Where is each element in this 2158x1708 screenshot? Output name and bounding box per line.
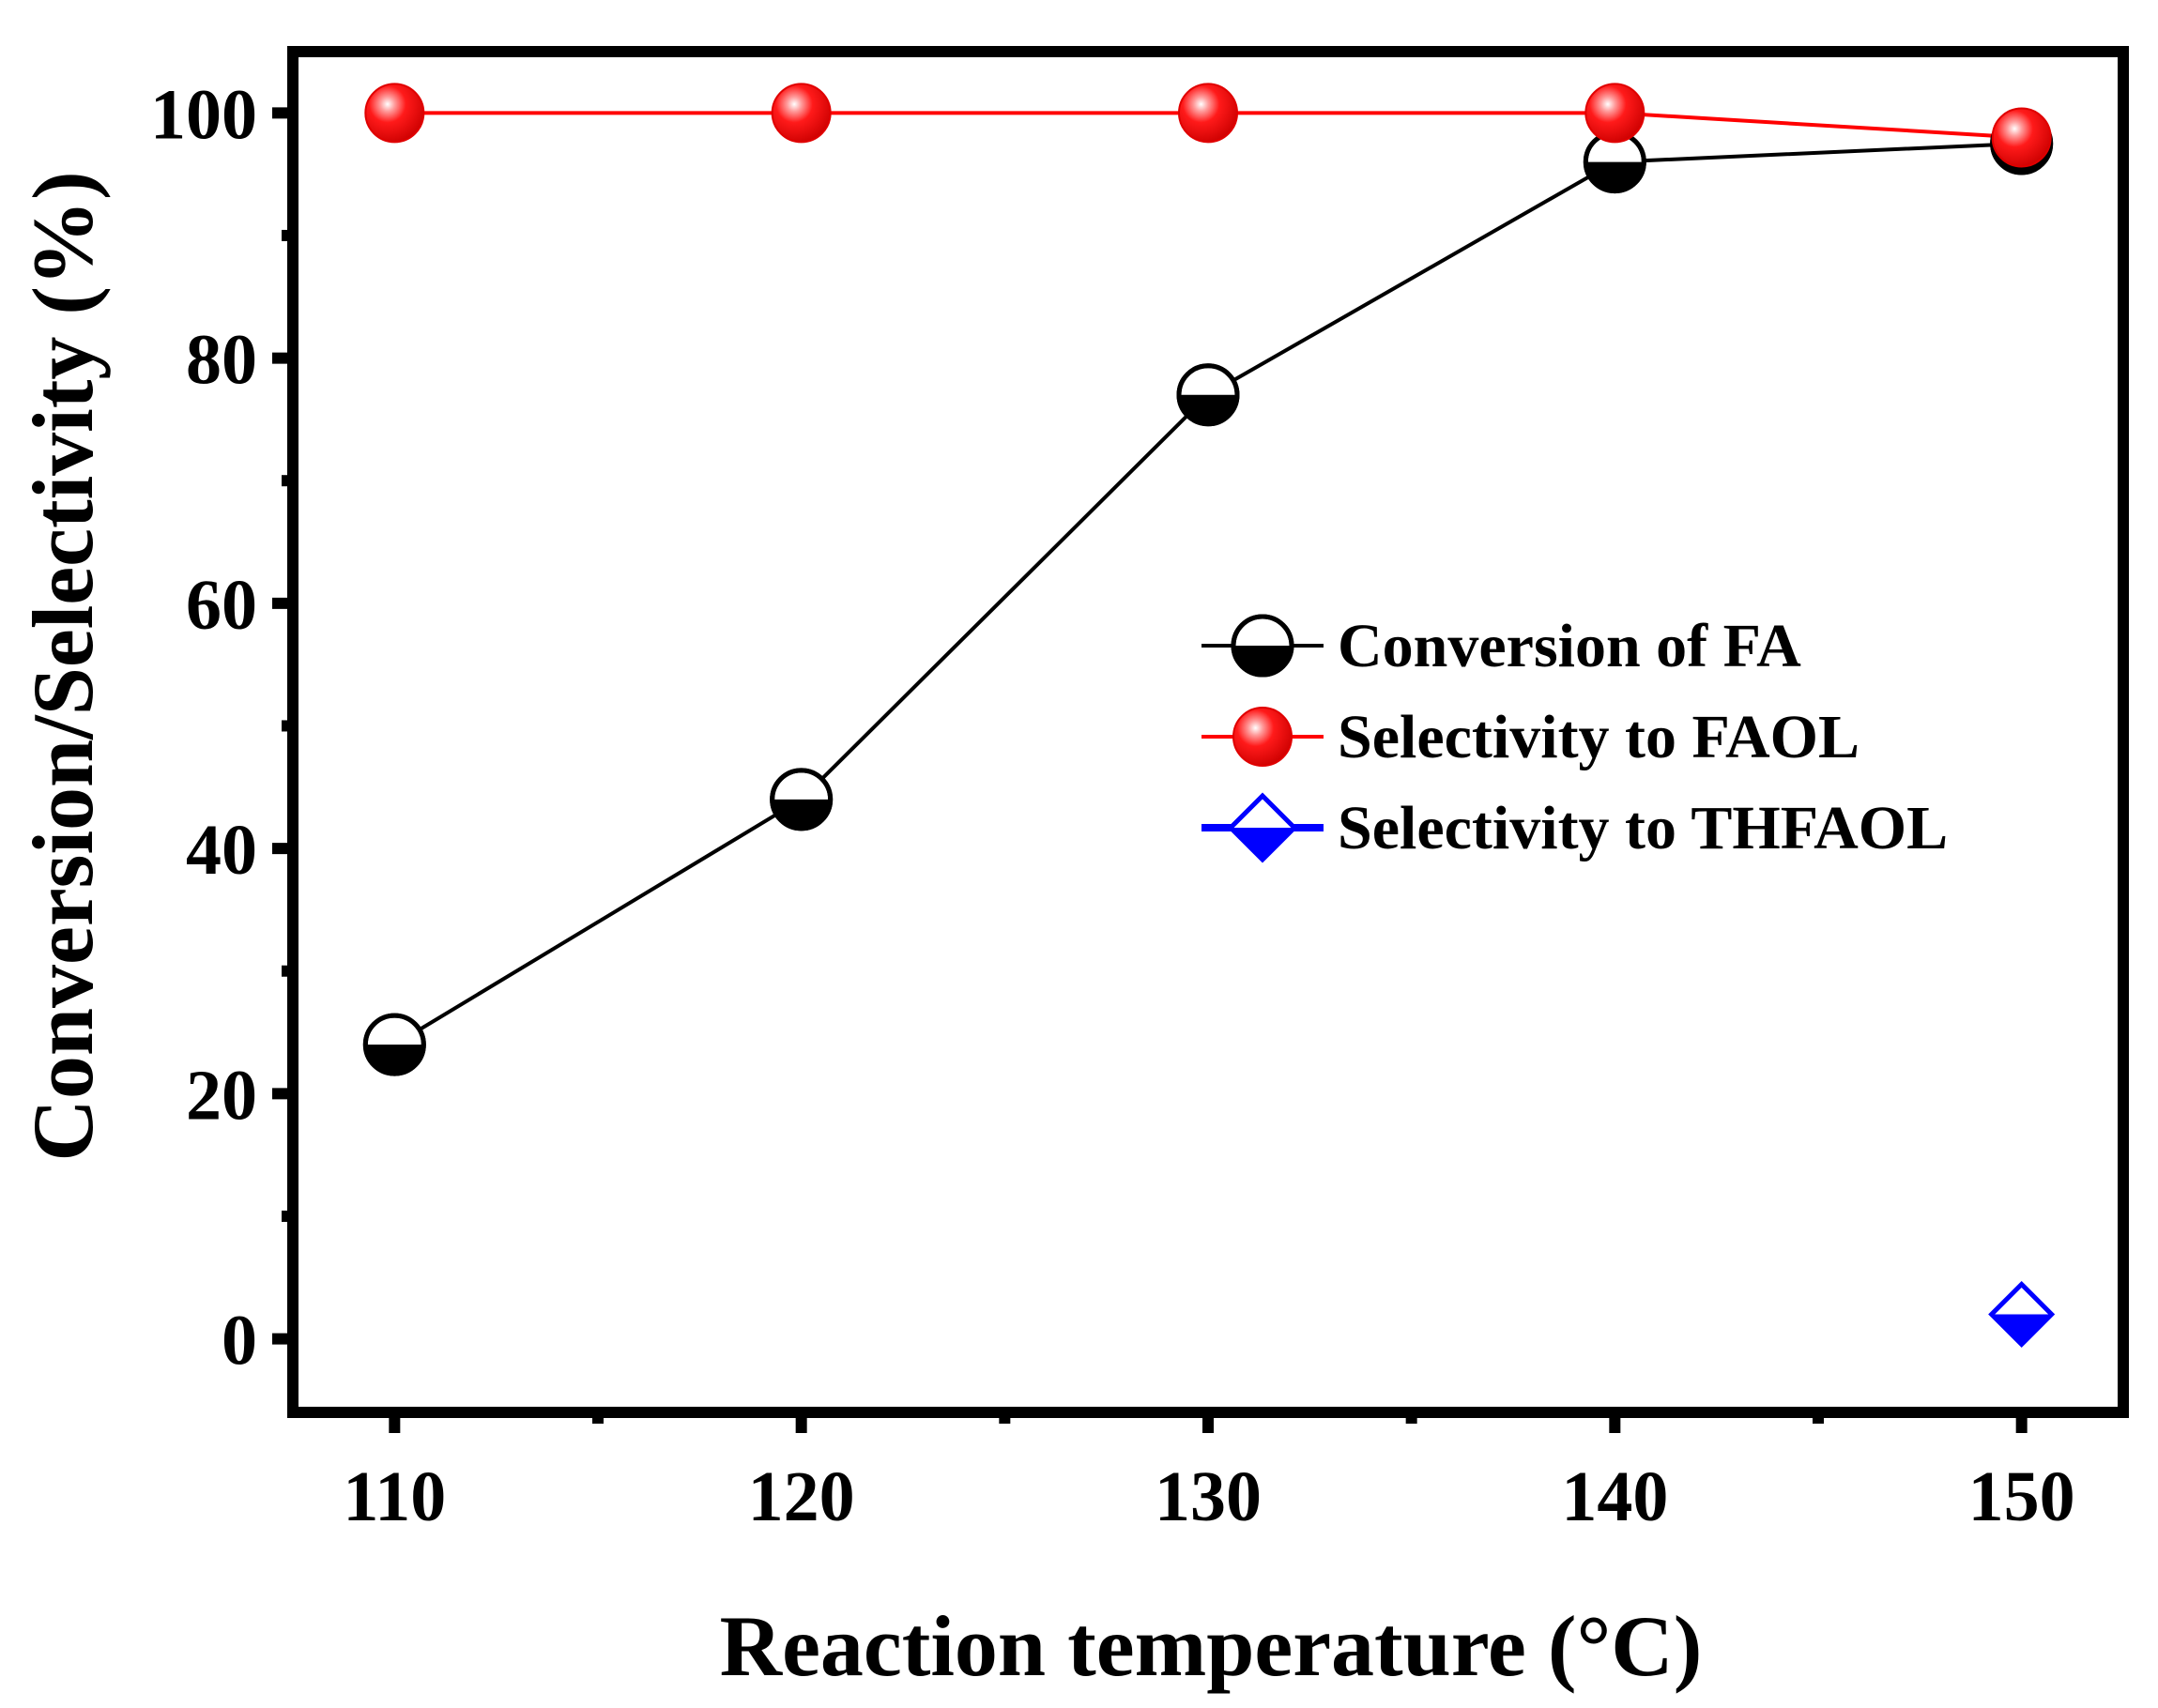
data-point-series-1 — [771, 83, 832, 144]
legend-marker-2 — [1227, 792, 1298, 863]
data-point-series-0 — [1176, 363, 1240, 427]
legend-label-selectivity-thfaol: Selectivity to THFAOL — [1338, 794, 1948, 862]
legend-marker-0 — [1231, 614, 1294, 678]
x-tick-label: 150 — [1968, 1457, 2075, 1536]
y-tick-label: 20 — [186, 1056, 257, 1135]
x-tick-label: 120 — [748, 1457, 855, 1536]
axis-ticks — [272, 107, 2028, 1433]
x-tick-label: 140 — [1561, 1457, 1668, 1536]
y-axis-title: Conversion/Selectivity (%) — [15, 171, 111, 1161]
data-point-series-1 — [1584, 83, 1645, 144]
x-axis-title: Reaction temperature (°C) — [720, 1598, 1703, 1694]
legend-marker-1 — [1232, 707, 1293, 767]
y-tick-label: 0 — [222, 1302, 257, 1380]
legend-label-selectivity-faol: Selectivity to FAOL — [1338, 703, 1860, 771]
legend-label-conversion-fa: Conversion of FA — [1338, 612, 1801, 680]
legend-markers — [1201, 614, 1324, 863]
data-point-series-1 — [1991, 107, 2052, 168]
data-point-series-0 — [362, 1013, 426, 1076]
legend: Conversion of FA Selectivity to FAOL Sel… — [1201, 612, 1948, 863]
data-point-series-1 — [1178, 83, 1238, 144]
series-line-0 — [393, 141, 2022, 1046]
y-tick-label: 40 — [186, 811, 257, 890]
y-tick-label: 100 — [150, 75, 257, 154]
x-tick-label: 110 — [343, 1457, 446, 1536]
y-tick-label: 80 — [186, 321, 257, 400]
data-point-series-0 — [770, 768, 834, 831]
y-tick-label: 60 — [186, 566, 257, 645]
series-layer — [362, 83, 2056, 1349]
tick-labels: 110 120 130 140 150 0 20 40 60 80 100 — [150, 75, 2075, 1536]
x-tick-label: 130 — [1155, 1457, 1262, 1536]
data-point-series-2 — [1988, 1280, 2056, 1349]
data-point-series-1 — [364, 83, 425, 144]
